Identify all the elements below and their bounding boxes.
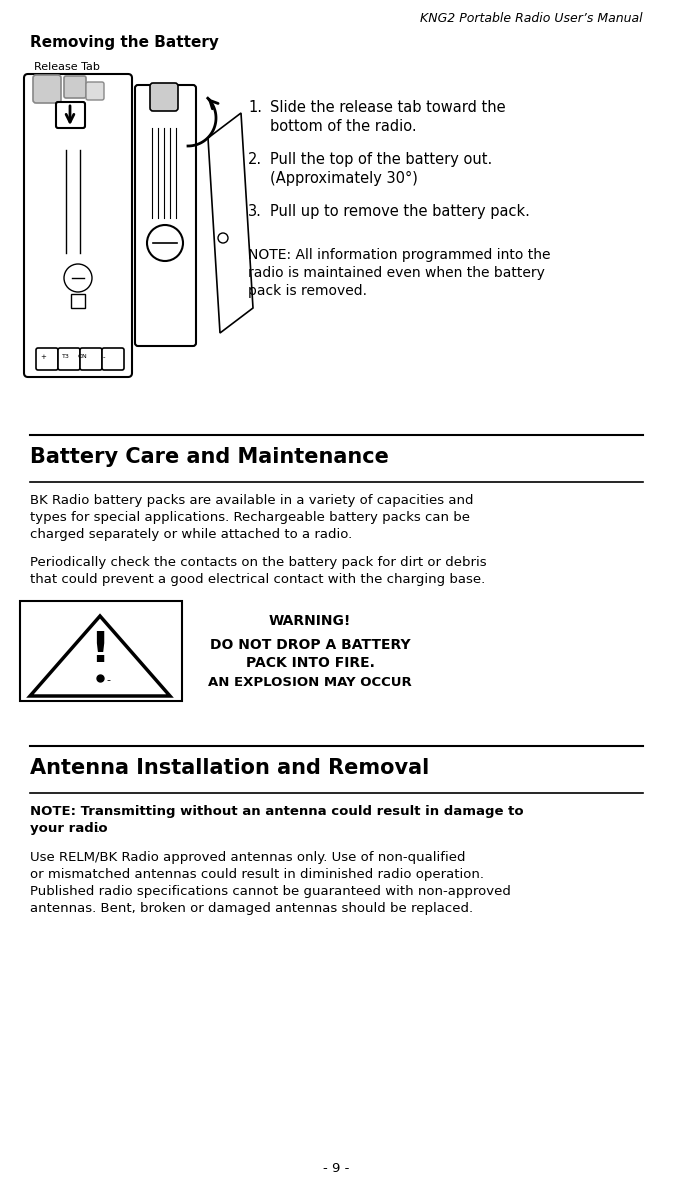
Text: AN EXPLOSION MAY OCCUR: AN EXPLOSION MAY OCCUR bbox=[208, 676, 412, 689]
Text: BK Radio battery packs are available in a variety of capacities and: BK Radio battery packs are available in … bbox=[30, 494, 474, 507]
Polygon shape bbox=[208, 113, 253, 333]
Text: .: . bbox=[96, 821, 100, 834]
Circle shape bbox=[147, 225, 183, 261]
Text: Slide the release tab toward the
bottom of the radio.: Slide the release tab toward the bottom … bbox=[270, 100, 505, 135]
Text: Battery Care and Maintenance: Battery Care and Maintenance bbox=[30, 447, 389, 467]
Text: T3: T3 bbox=[62, 355, 70, 359]
FancyBboxPatch shape bbox=[64, 76, 86, 98]
FancyBboxPatch shape bbox=[150, 83, 178, 111]
FancyBboxPatch shape bbox=[58, 348, 80, 370]
Text: your radio: your radio bbox=[30, 821, 108, 834]
Text: !: ! bbox=[90, 629, 110, 670]
FancyBboxPatch shape bbox=[56, 102, 85, 128]
Text: Release Tab: Release Tab bbox=[34, 61, 100, 72]
Text: antennas. Bent, broken or damaged antennas should be replaced.: antennas. Bent, broken or damaged antenn… bbox=[30, 902, 473, 915]
Text: 3.: 3. bbox=[248, 204, 262, 219]
Bar bbox=[71, 294, 85, 309]
Text: 1.: 1. bbox=[248, 100, 262, 115]
FancyBboxPatch shape bbox=[135, 85, 196, 346]
Text: Antenna Installation and Removal: Antenna Installation and Removal bbox=[30, 758, 429, 778]
Text: +: + bbox=[40, 353, 46, 361]
FancyBboxPatch shape bbox=[80, 348, 102, 370]
Text: DO NOT DROP A BATTERY: DO NOT DROP A BATTERY bbox=[210, 638, 411, 652]
Text: radio is maintained even when the battery: radio is maintained even when the batter… bbox=[248, 266, 545, 280]
FancyBboxPatch shape bbox=[33, 74, 61, 103]
Text: NOTE: All information programmed into the: NOTE: All information programmed into th… bbox=[248, 248, 551, 262]
Text: NOTE: Transmitting without an antenna could result in damage to: NOTE: Transmitting without an antenna co… bbox=[30, 805, 524, 818]
Text: Periodically check the contacts on the battery pack for dirt or debris: Periodically check the contacts on the b… bbox=[30, 556, 487, 569]
FancyBboxPatch shape bbox=[102, 348, 124, 370]
Text: Use RELM/BK Radio approved antennas only. Use of non-qualified: Use RELM/BK Radio approved antennas only… bbox=[30, 851, 466, 864]
Text: Pull up to remove the battery pack.: Pull up to remove the battery pack. bbox=[270, 204, 530, 219]
Text: pack is removed.: pack is removed. bbox=[248, 284, 367, 298]
Polygon shape bbox=[30, 616, 170, 696]
Circle shape bbox=[64, 264, 92, 292]
Text: Removing the Battery: Removing the Battery bbox=[30, 35, 219, 50]
FancyBboxPatch shape bbox=[86, 82, 104, 100]
Text: that could prevent a good electrical contact with the charging base.: that could prevent a good electrical con… bbox=[30, 573, 485, 586]
FancyBboxPatch shape bbox=[20, 600, 182, 701]
Circle shape bbox=[218, 233, 228, 243]
Text: 2.: 2. bbox=[248, 152, 262, 167]
Text: - 9 -: - 9 - bbox=[323, 1162, 349, 1175]
Text: ON: ON bbox=[78, 355, 88, 359]
Text: WARNING!: WARNING! bbox=[269, 613, 351, 628]
Text: KNG2 Portable Radio User’s Manual: KNG2 Portable Radio User’s Manual bbox=[421, 12, 643, 25]
FancyBboxPatch shape bbox=[24, 74, 132, 377]
Text: charged separately or while attached to a radio.: charged separately or while attached to … bbox=[30, 528, 352, 541]
Text: Published radio specifications cannot be guaranteed with non-approved: Published radio specifications cannot be… bbox=[30, 885, 511, 898]
FancyBboxPatch shape bbox=[36, 348, 58, 370]
Text: -: - bbox=[103, 353, 105, 361]
Text: -: - bbox=[106, 675, 110, 686]
Text: or mismatched antennas could result in diminished radio operation.: or mismatched antennas could result in d… bbox=[30, 868, 484, 881]
Text: Pull the top of the battery out.
(Approximately 30°): Pull the top of the battery out. (Approx… bbox=[270, 152, 492, 187]
Text: PACK INTO FIRE.: PACK INTO FIRE. bbox=[246, 656, 374, 670]
Text: types for special applications. Rechargeable battery packs can be: types for special applications. Recharge… bbox=[30, 511, 470, 524]
